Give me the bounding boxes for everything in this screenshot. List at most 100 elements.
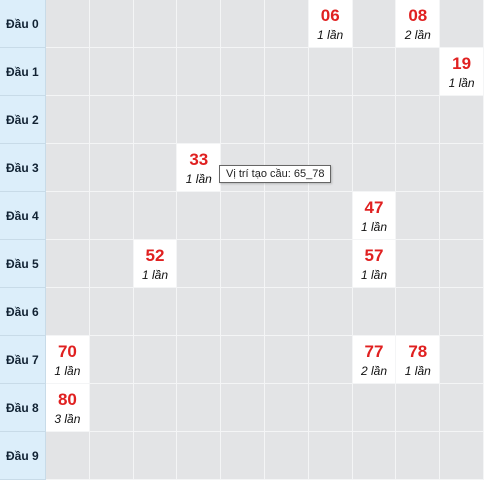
empty-cell xyxy=(177,288,222,336)
number-value: 70 xyxy=(57,342,77,361)
number-cell[interactable]: 06 1 lần xyxy=(308,0,353,48)
empty-cell xyxy=(352,288,397,336)
empty-cell xyxy=(352,0,397,48)
empty-cell xyxy=(440,432,484,480)
empty-cell xyxy=(133,336,178,384)
empty-cell xyxy=(133,288,178,336)
row-header: Đầu 2 xyxy=(0,96,46,144)
empty-cell xyxy=(133,48,178,96)
empty-cell xyxy=(133,144,178,192)
empty-cell xyxy=(308,48,353,96)
occurrence-count: 1 lần xyxy=(360,220,387,234)
empty-cell xyxy=(221,96,265,144)
occurrence-count: 1 lần xyxy=(404,364,431,378)
empty-cell xyxy=(308,96,353,144)
number-value: 77 xyxy=(364,342,384,361)
empty-cell xyxy=(133,432,178,480)
empty-cell xyxy=(221,48,265,96)
empty-cell xyxy=(89,336,134,384)
empty-cell xyxy=(177,48,222,96)
empty-cell xyxy=(221,384,265,432)
row-header: Đầu 6 xyxy=(0,288,46,336)
row-header: Đầu 5 xyxy=(0,240,46,288)
empty-cell xyxy=(440,240,484,288)
empty-cell xyxy=(46,48,90,96)
empty-cell xyxy=(221,432,265,480)
number-cell[interactable]: 77 2 lần xyxy=(352,336,397,384)
empty-cell xyxy=(89,192,134,240)
row-header: Đầu 8 xyxy=(0,384,46,432)
empty-cell xyxy=(440,144,484,192)
number-value: 33 xyxy=(189,150,209,169)
empty-cell xyxy=(265,192,309,240)
empty-cell xyxy=(308,384,353,432)
empty-cell xyxy=(265,96,309,144)
empty-cell xyxy=(89,288,134,336)
occurrence-count: 1 lần xyxy=(448,76,475,90)
empty-cell xyxy=(133,192,178,240)
empty-cell xyxy=(89,96,134,144)
number-value: 52 xyxy=(145,246,165,265)
empty-cell xyxy=(265,288,309,336)
empty-cell xyxy=(308,288,353,336)
number-value: 08 xyxy=(408,6,428,25)
row-header: Đầu 3 xyxy=(0,144,46,192)
empty-cell xyxy=(89,0,134,48)
number-cell[interactable]: 78 1 lần xyxy=(396,336,441,384)
row-header: Đầu 0 xyxy=(0,0,46,48)
empty-cell xyxy=(46,192,90,240)
empty-cell xyxy=(46,0,90,48)
empty-cell xyxy=(265,48,309,96)
empty-cell xyxy=(177,192,222,240)
empty-cell xyxy=(440,336,484,384)
empty-cell xyxy=(89,384,134,432)
empty-cell xyxy=(352,144,397,192)
empty-cell xyxy=(352,48,397,96)
empty-cell xyxy=(440,0,484,48)
empty-cell xyxy=(440,384,484,432)
occurrence-count: 2 lần xyxy=(404,28,431,42)
row-header: Đầu 9 xyxy=(0,432,46,480)
empty-cell xyxy=(265,384,309,432)
number-cell[interactable]: 19 1 lần xyxy=(440,48,484,96)
occurrence-count: 2 lần xyxy=(360,364,387,378)
occurrence-count: 3 lần xyxy=(54,412,81,426)
empty-cell xyxy=(221,0,265,48)
empty-cell xyxy=(46,96,90,144)
empty-cell xyxy=(440,96,484,144)
empty-cell xyxy=(396,144,441,192)
empty-cell xyxy=(352,384,397,432)
empty-cell xyxy=(396,432,441,480)
empty-cell xyxy=(265,0,309,48)
empty-cell xyxy=(396,240,441,288)
number-value: 47 xyxy=(364,198,384,217)
empty-cell xyxy=(308,192,353,240)
row-header: Đầu 1 xyxy=(0,48,46,96)
empty-cell xyxy=(308,432,353,480)
empty-cell xyxy=(177,96,222,144)
number-cell[interactable]: 52 1 lần xyxy=(133,240,178,288)
empty-cell xyxy=(177,336,222,384)
empty-cell xyxy=(221,288,265,336)
number-value: 78 xyxy=(408,342,428,361)
position-tooltip: Vị trí tạo cầu: 65_78 xyxy=(219,165,332,183)
empty-cell xyxy=(133,0,178,48)
empty-cell xyxy=(89,144,134,192)
empty-cell xyxy=(133,96,178,144)
empty-cell xyxy=(133,384,178,432)
number-value: 06 xyxy=(320,6,340,25)
number-cell[interactable]: 33 1 lần xyxy=(177,144,222,192)
number-cell[interactable]: 08 2 lần xyxy=(396,0,441,48)
occurrence-count: 1 lần xyxy=(185,172,212,186)
empty-cell xyxy=(46,288,90,336)
number-cell[interactable]: 80 3 lần xyxy=(46,384,90,432)
number-cell[interactable]: 47 1 lần xyxy=(352,192,397,240)
number-cell[interactable]: 57 1 lần xyxy=(352,240,397,288)
number-cell[interactable]: 70 1 lần xyxy=(46,336,90,384)
number-value: 19 xyxy=(452,54,472,73)
empty-cell xyxy=(177,432,222,480)
empty-cell xyxy=(352,432,397,480)
empty-cell xyxy=(177,240,222,288)
empty-cell xyxy=(89,432,134,480)
